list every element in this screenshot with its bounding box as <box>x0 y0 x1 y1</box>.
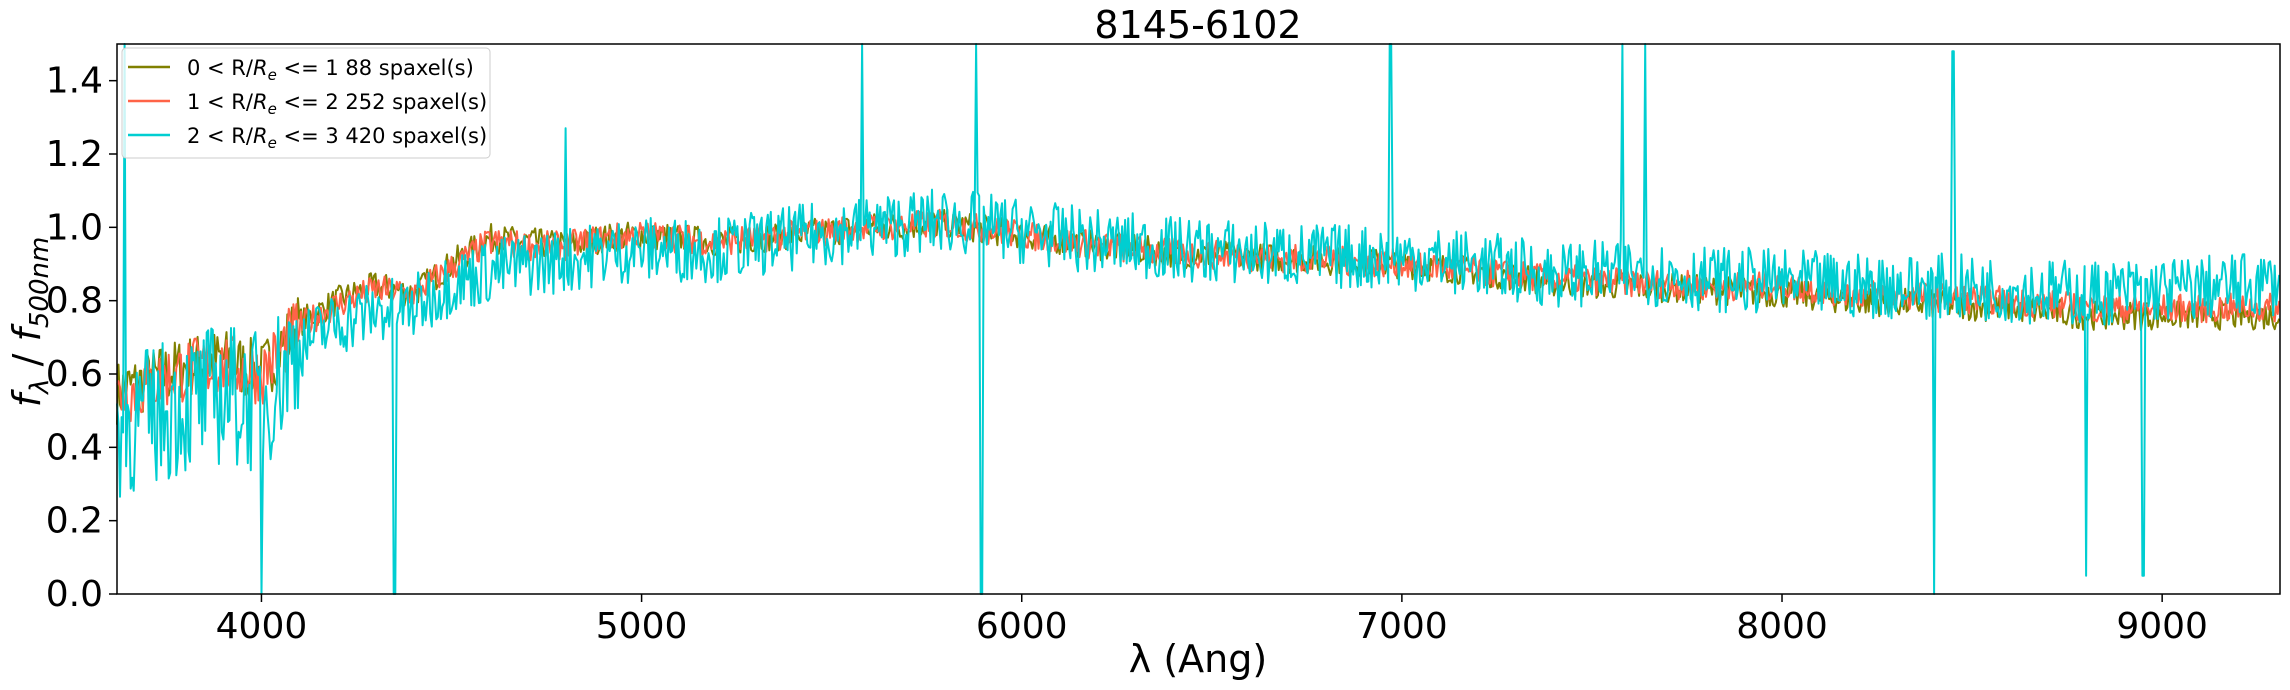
series-line <box>116 43 2281 595</box>
y-label-sep: / <box>5 342 49 379</box>
y-tick-label: 0.0 <box>46 574 103 615</box>
x-tick-label: 5000 <box>596 606 688 647</box>
y-tick-label: 1.4 <box>46 61 103 102</box>
y-label-sub1: λ <box>25 379 55 396</box>
y-tick-label: 0.6 <box>46 354 103 395</box>
y-axis: 0.0 0.2 0.4 0.6 0.8 1.0 1.2 1.4 <box>46 61 117 615</box>
y-label-sub2: 500nm <box>25 237 55 328</box>
series-layer <box>116 43 2281 595</box>
chart-title: 8145-6102 <box>1094 3 1301 47</box>
x-tick-label: 6000 <box>976 606 1068 647</box>
legend-entry: 2 < R/Re <= 3 420 spaxel(s) <box>187 124 487 152</box>
x-axis: 4000 5000 6000 7000 8000 9000 <box>216 594 2208 647</box>
x-tick-label: 4000 <box>216 606 308 647</box>
x-axis-label: λ (Ang) <box>1129 637 1267 681</box>
y-tick-label: 0.8 <box>46 281 103 322</box>
y-axis-label: fλ / f500nm <box>5 237 55 408</box>
svg-text:fλ / f500nm: fλ / f500nm <box>5 237 55 408</box>
legend: 0 < R/Re <= 1 88 spaxel(s) 1 < R/Re <= 2 … <box>121 47 491 159</box>
y-tick-label: 0.2 <box>46 501 103 542</box>
legend-entry: 0 < R/Re <= 1 88 spaxel(s) <box>187 56 474 84</box>
legend-box <box>121 47 491 159</box>
plot-frame <box>116 43 2281 595</box>
legend-entry: 1 < R/Re <= 2 252 spaxel(s) <box>187 90 487 118</box>
x-tick-label: 7000 <box>1356 606 1448 647</box>
x-tick-label: 9000 <box>2116 606 2208 647</box>
y-tick-label: 1.0 <box>46 207 103 248</box>
y-tick-label: 1.2 <box>46 134 103 175</box>
y-tick-label: 0.4 <box>46 427 103 468</box>
x-tick-label: 8000 <box>1736 606 1828 647</box>
